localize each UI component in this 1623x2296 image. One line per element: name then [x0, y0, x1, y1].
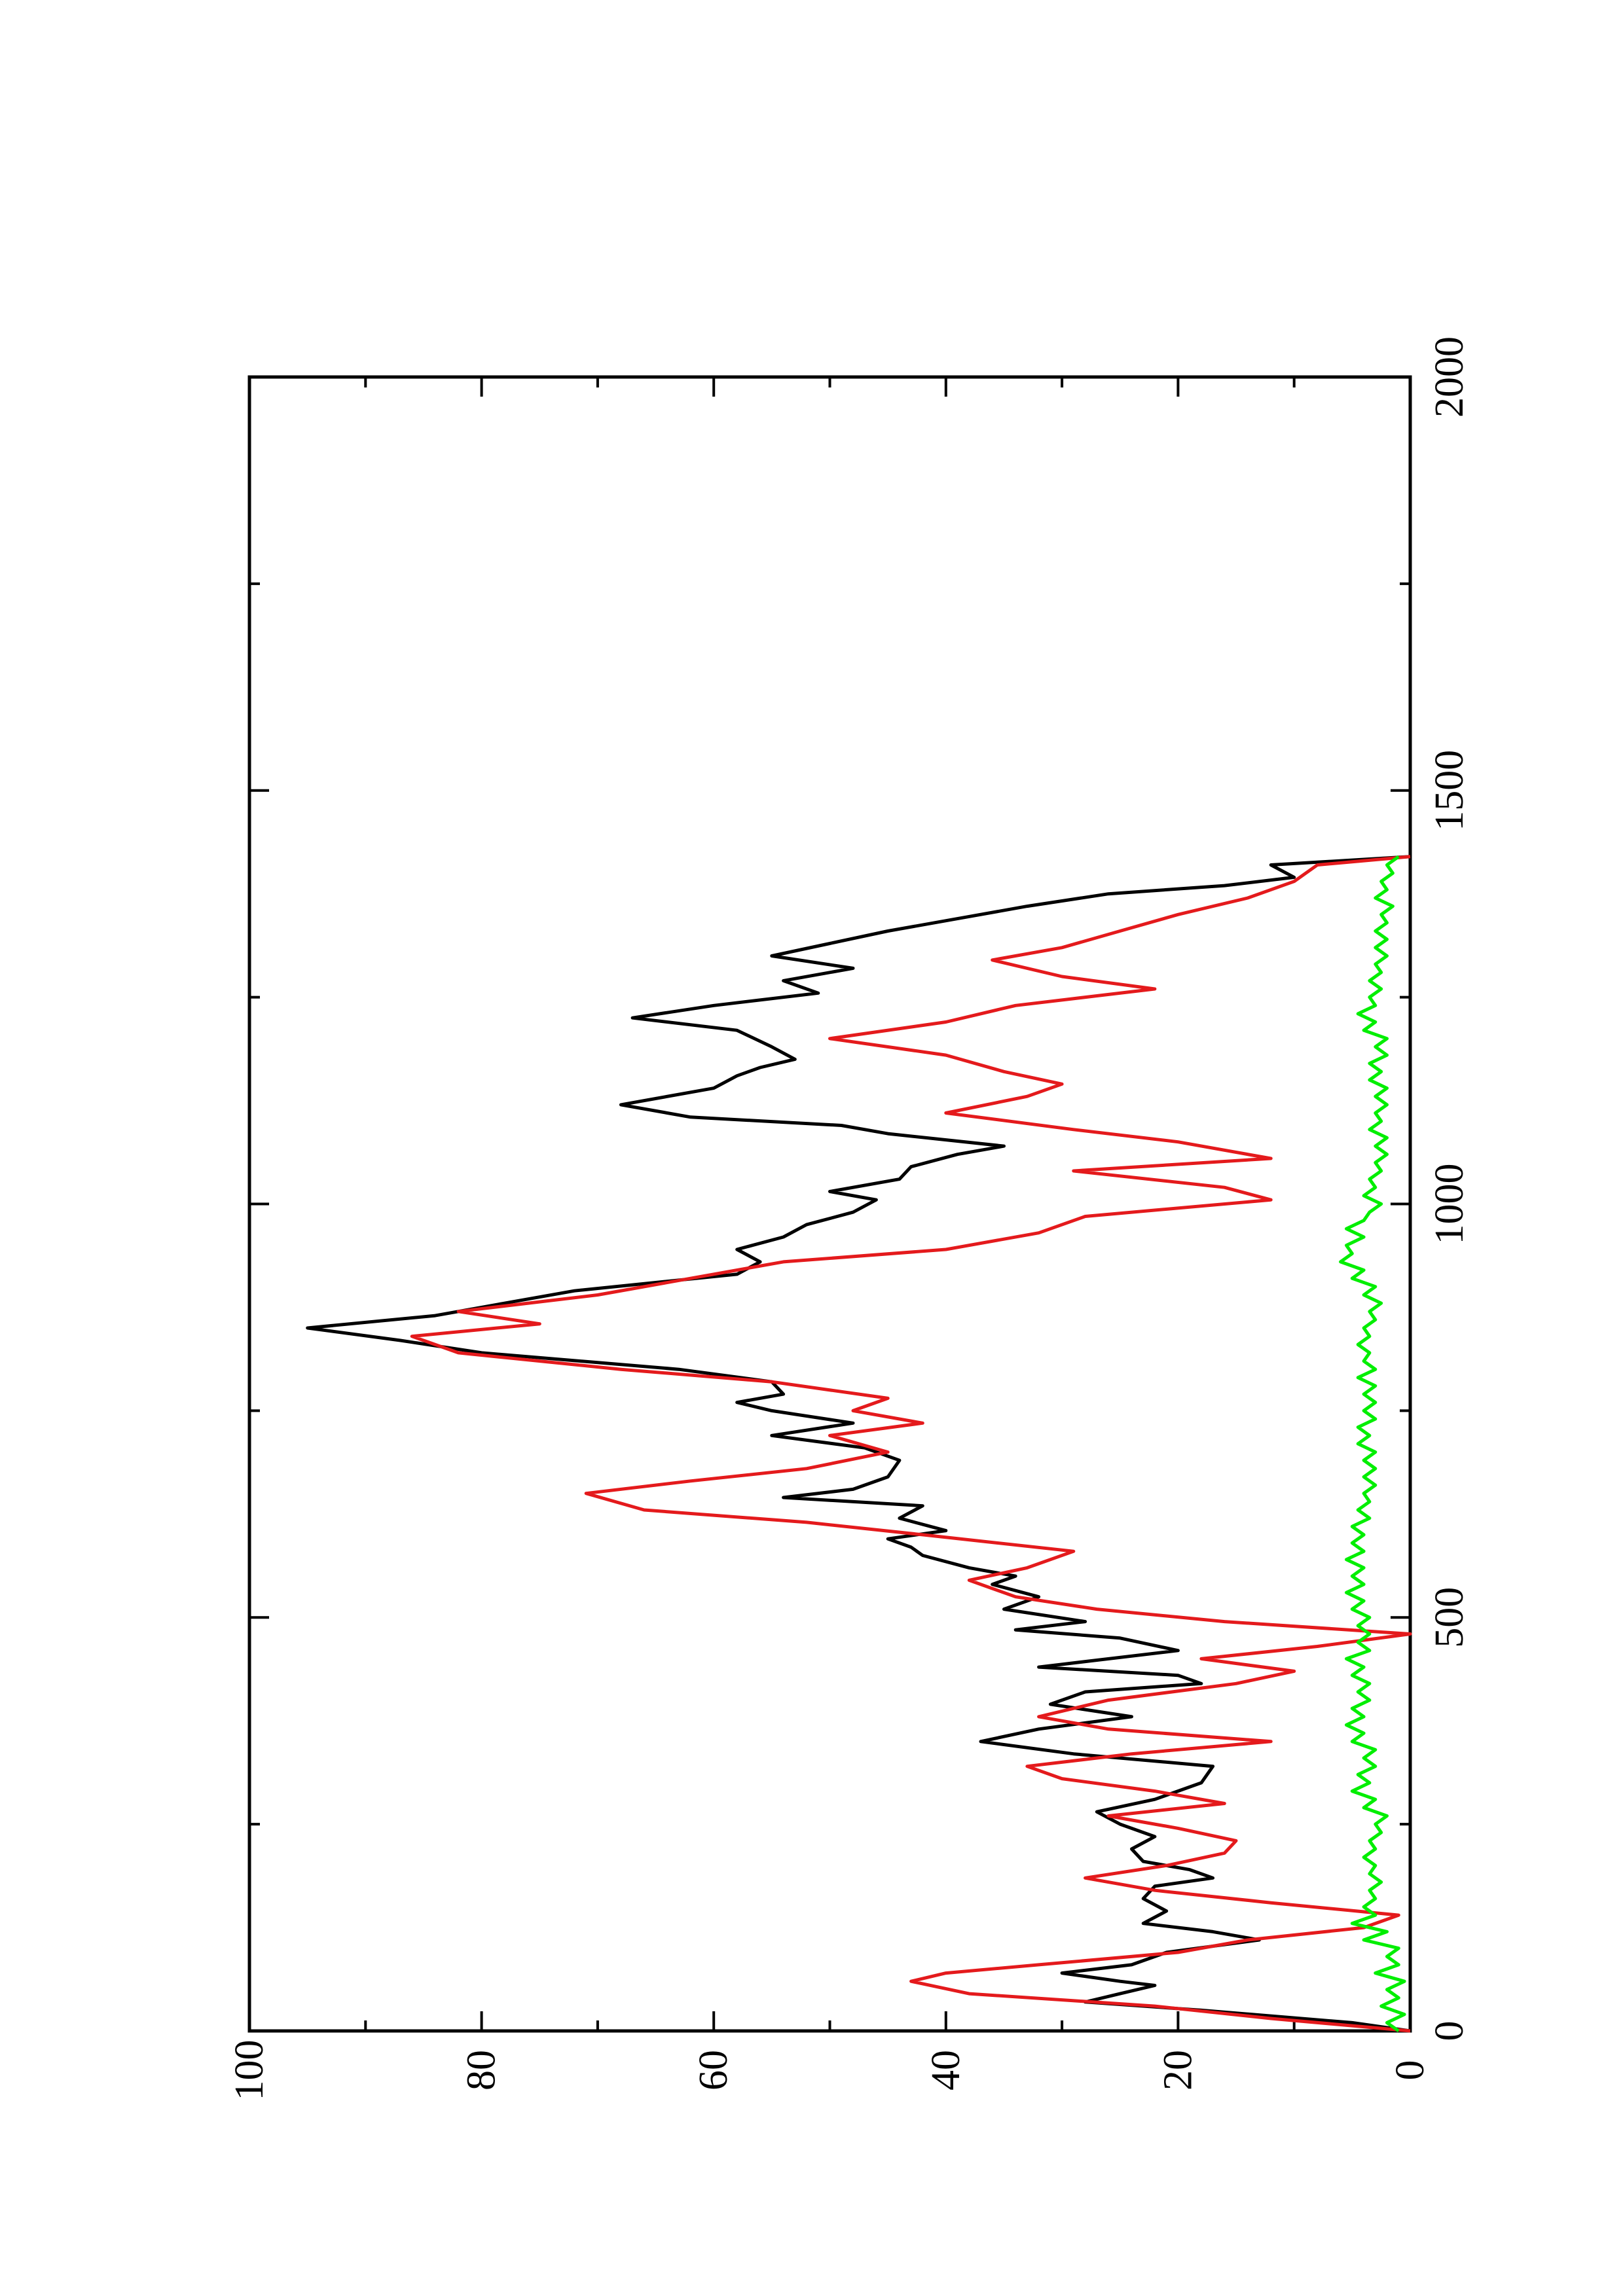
y-tick-label: 100 [227, 2040, 272, 2101]
y-tick-label: 60 [691, 2050, 736, 2090]
axis-ticks [248, 376, 1412, 2032]
y-tick-label: 80 [460, 2050, 504, 2090]
x-tick-label: 0 [1427, 2021, 1472, 2041]
y-tick-label: 20 [1156, 2050, 1200, 2090]
series-line-2 [410, 855, 1412, 2033]
x-tick-label: 1000 [1427, 1164, 1472, 1245]
series-group [306, 855, 1412, 2033]
y-tick-label: 40 [924, 2050, 968, 2090]
x-tick-label: 500 [1427, 1587, 1472, 1648]
x-tick-label: 2000 [1427, 336, 1472, 418]
y-tick-label: 0 [1388, 2060, 1432, 2081]
axis-tick-labels: 0 500 1000 1500 2000 0 20 40 60 80 100 [227, 336, 1472, 2101]
series-line-3 [1339, 855, 1406, 2033]
x-tick-label: 1500 [1427, 750, 1472, 831]
